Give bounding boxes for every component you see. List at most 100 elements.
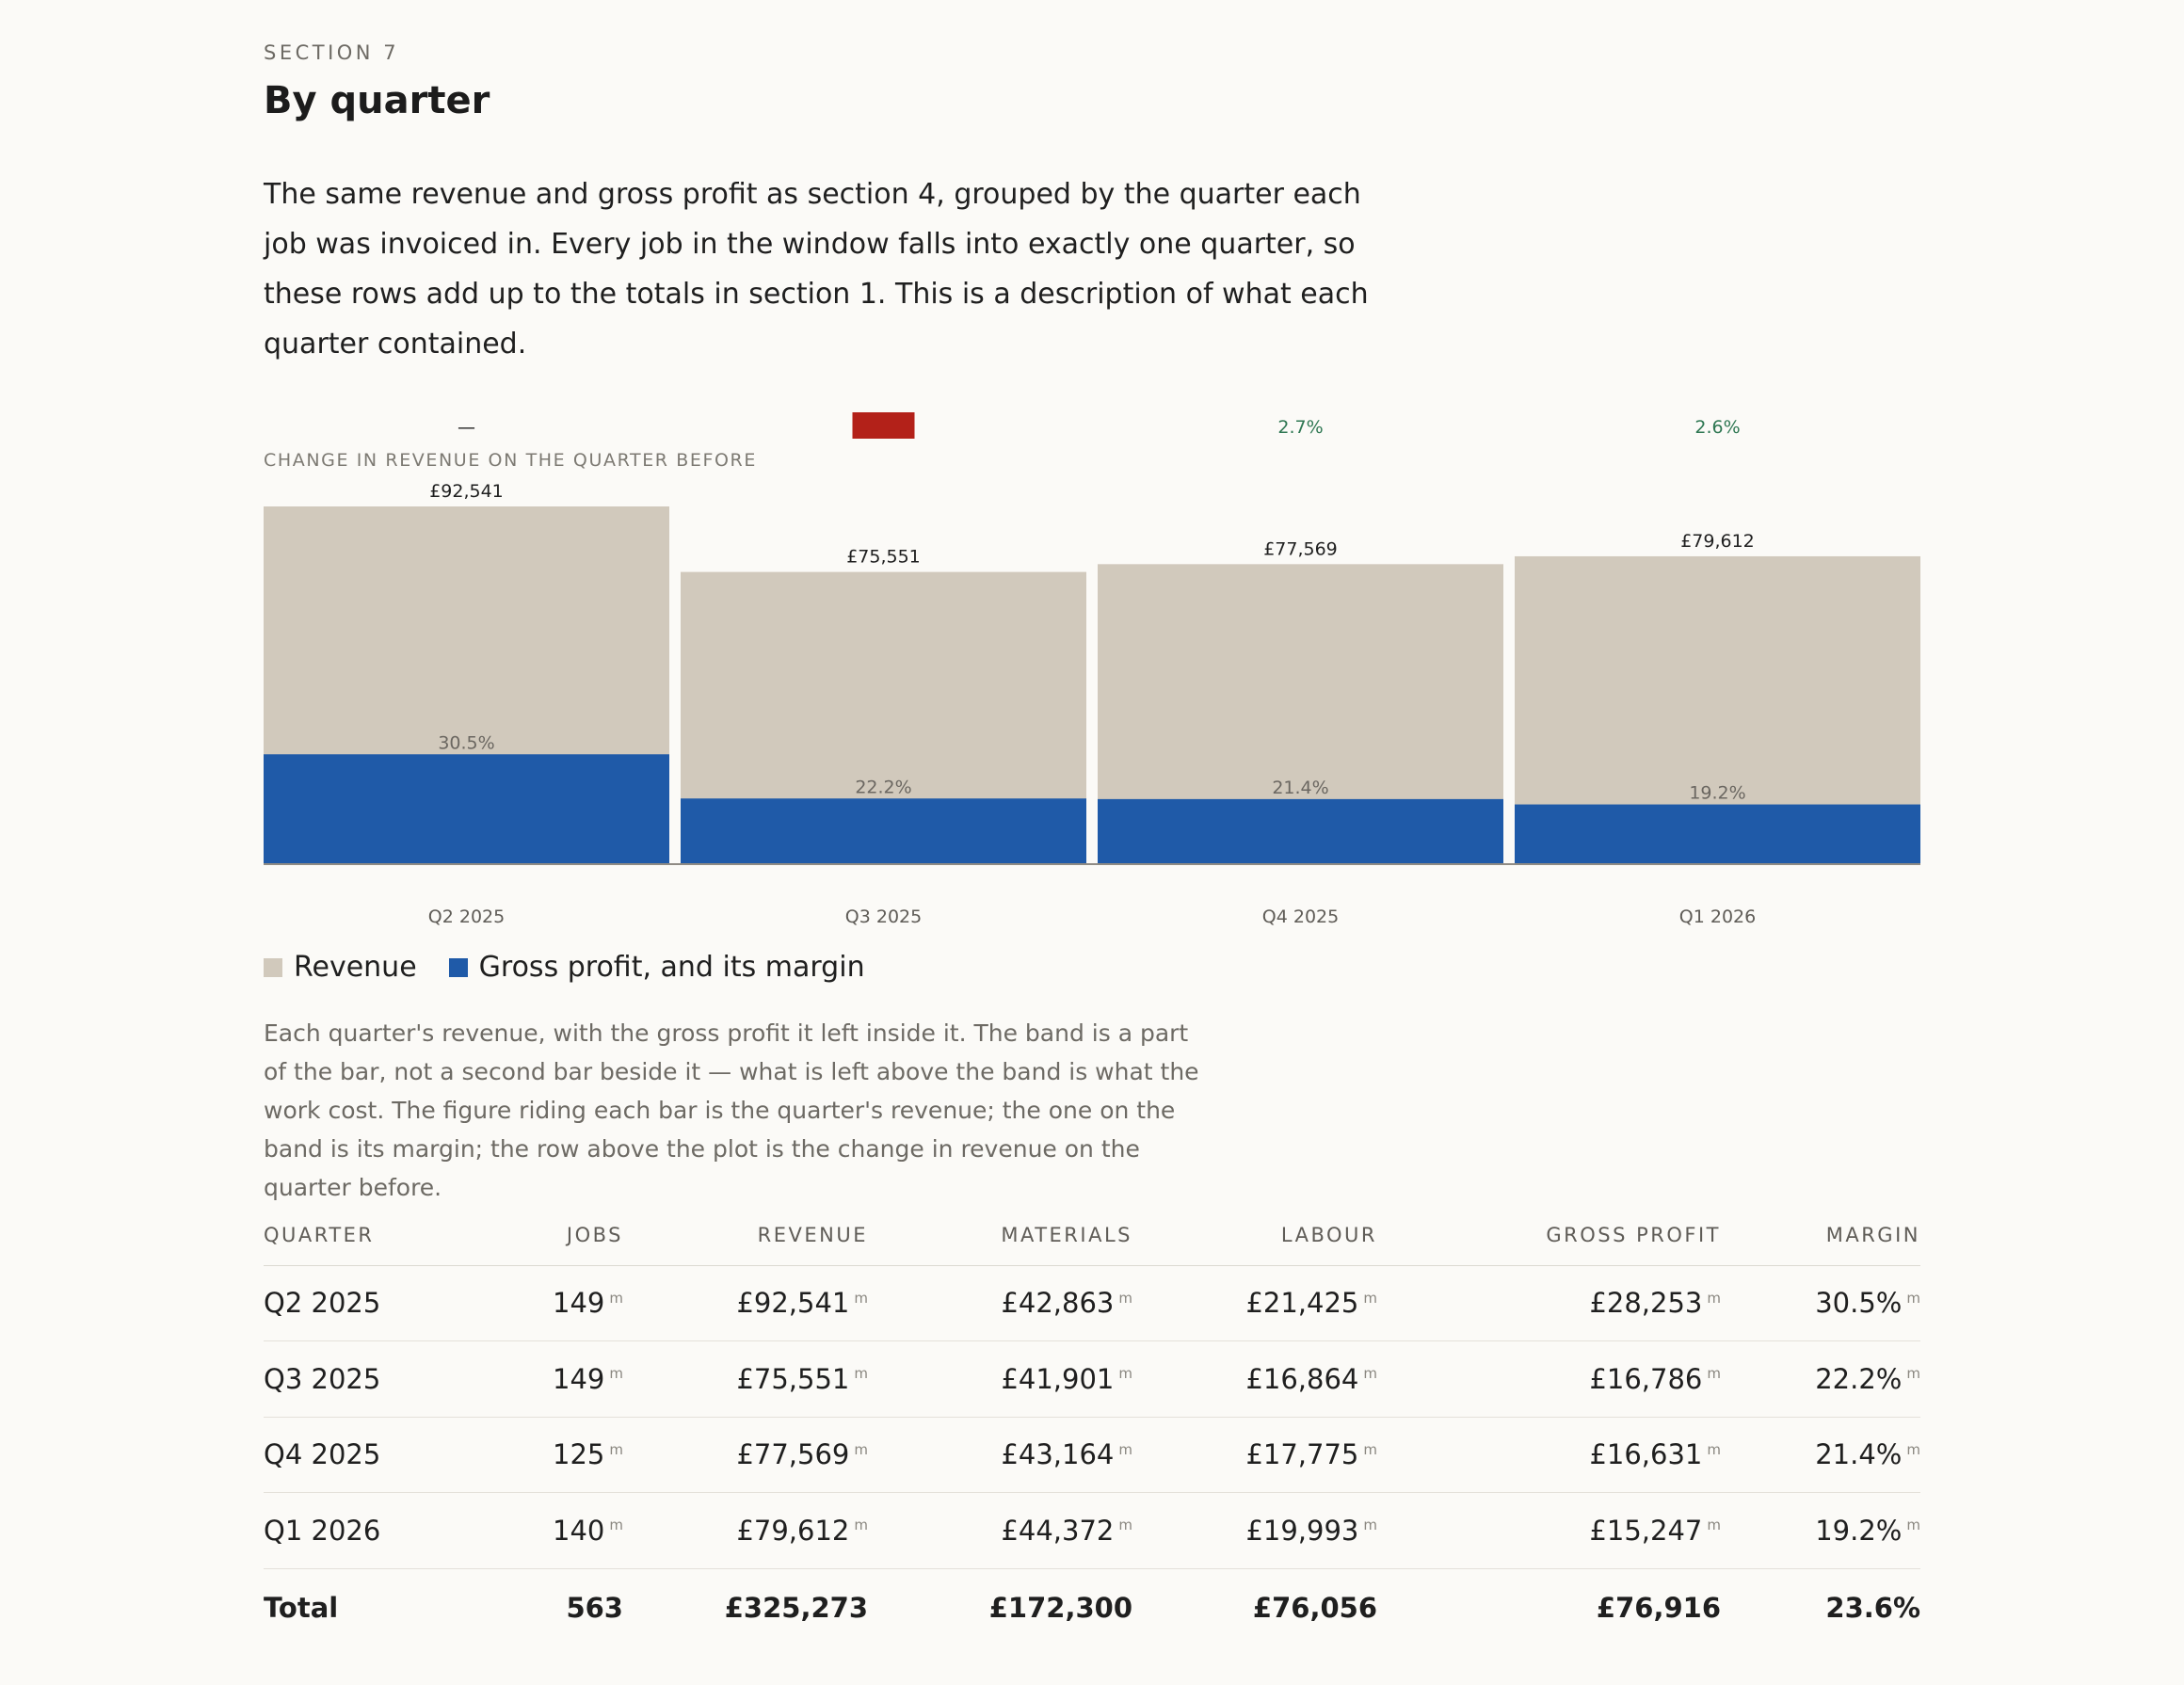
measured-marker: m [1906, 1289, 1920, 1307]
change-row-label: CHANGE IN REVENUE ON THE QUARTER BEFORE [264, 450, 757, 471]
measured-marker: m [1118, 1289, 1132, 1307]
measured-marker: m [1118, 1440, 1132, 1458]
cell-quarter: Q1 2026 [264, 1492, 480, 1569]
revenue-swatch [264, 957, 282, 977]
header-labour: LABOUR [1132, 1205, 1377, 1266]
cell-value: 149 [553, 1362, 605, 1395]
measured-marker: m [609, 1289, 623, 1307]
measured-marker: m [1118, 1516, 1132, 1534]
cell-margin: 21.4% m [1721, 1417, 1920, 1493]
cell-value: £15,247 [1589, 1514, 1703, 1547]
x-tick-label: Q2 2025 [428, 907, 505, 927]
cell-value: Q1 2026 [264, 1514, 381, 1547]
cell-jobs: 140 m [480, 1492, 623, 1569]
cell-value: £41,901 [1001, 1362, 1115, 1395]
chart-caption: Each quarter's revenue, with the gross p… [264, 1019, 1199, 1201]
cell-revenue: £92,541 m [623, 1265, 868, 1341]
measured-marker: m [854, 1365, 868, 1383]
cell-value: £21,425 [1245, 1287, 1359, 1320]
legend-item-revenue: Revenue [264, 951, 417, 984]
cell-gross-profit: £16,631 m [1377, 1417, 1721, 1493]
quarterly-revenue-chart: CHANGE IN REVENUE ON THE QUARTER BEFORE £… [264, 412, 1920, 927]
header-jobs: JOBS [480, 1205, 623, 1266]
quarter-table: QUARTER JOBS REVENUE MATERIALS LABOUR GR… [264, 1205, 1920, 1647]
gross-profit-band [264, 754, 669, 863]
total-labour: £76,056 [1252, 1592, 1377, 1625]
measured-marker: m [1118, 1365, 1132, 1383]
cell-value: £16,786 [1589, 1362, 1703, 1395]
measured-marker: m [854, 1289, 868, 1307]
table-total-row: Total 563 £325,273 £172,300 £76,056 £76,916 23… [264, 1568, 1920, 1647]
revenue-value-label: £79,612 [1680, 531, 1755, 552]
cell-revenue: £79,612 m [623, 1492, 868, 1569]
cell-value: £79,612 [736, 1514, 850, 1547]
cell-labour: £19,993 m [1132, 1492, 1377, 1569]
cell-quarter: Q3 2025 [264, 1340, 480, 1418]
section-eyebrow: SECTION 7 [264, 41, 400, 64]
margin-value-label: 21.4% [1272, 778, 1328, 798]
change-value-none: — [458, 417, 475, 438]
table-row: Q1 2026 140 m £79,612 m £44,372 m £19,993 m £15,2… [264, 1492, 1920, 1569]
measured-marker: m [1906, 1365, 1920, 1383]
total-quarter: Total [264, 1592, 339, 1625]
cell-value: £43,164 [1001, 1438, 1115, 1471]
cell-value: 22.2% [1815, 1362, 1903, 1395]
cell-gross-profit: £16,786 m [1377, 1340, 1721, 1418]
x-tick-label: Q3 2025 [845, 907, 922, 927]
cell-labour: £21,425 m [1132, 1265, 1377, 1341]
gross-profit-band [1098, 798, 1503, 863]
gross-profit-band [1515, 804, 1920, 863]
header-materials: MATERIALS [868, 1205, 1132, 1266]
cell-quarter: Q4 2025 [264, 1417, 480, 1493]
cell-gross-profit: £15,247 m [1377, 1492, 1721, 1569]
measured-marker: m [609, 1365, 623, 1383]
measured-marker: m [1363, 1365, 1377, 1383]
cell-quarter: Q2 2025 [264, 1265, 480, 1341]
measured-marker: m [854, 1516, 868, 1534]
cell-value: £44,372 [1001, 1514, 1115, 1547]
measured-marker: m [1363, 1440, 1377, 1458]
intro-paragraph: The same revenue and gross profit as sec… [264, 178, 1369, 361]
cell-value: £42,863 [1001, 1287, 1115, 1320]
table-header-row: QUARTER JOBS REVENUE MATERIALS LABOUR GR… [264, 1205, 1920, 1266]
cell-jobs: 125 m [480, 1417, 623, 1493]
measured-marker: m [609, 1440, 623, 1458]
change-value-label: 2.6% [1694, 417, 1740, 438]
legend-label-gross-profit: Gross profit, and its margin [478, 951, 865, 984]
cell-margin: 30.5% m [1721, 1265, 1920, 1341]
table-row: Q4 2025 125 m £77,569 m £43,164 m £17,775 m £16,6… [264, 1417, 1920, 1493]
margin-value-label: 22.2% [855, 777, 911, 797]
cell-revenue: £75,551 m [623, 1340, 868, 1418]
revenue-value-label: £77,569 [1263, 538, 1338, 559]
cell-gross-profit: £28,253 m [1377, 1265, 1721, 1341]
revenue-value-label: £75,551 [846, 547, 921, 568]
gross-profit-swatch [448, 957, 468, 977]
x-tick-label: Q4 2025 [1262, 907, 1339, 927]
total-jobs: 563 [566, 1592, 623, 1625]
cell-value: 19.2% [1815, 1514, 1903, 1547]
margin-value-label: 19.2% [1689, 783, 1745, 804]
measured-marker: m [1363, 1516, 1377, 1534]
measured-marker: m [854, 1440, 868, 1458]
cell-revenue: £77,569 m [623, 1417, 868, 1493]
cell-materials: £42,863 m [868, 1265, 1132, 1341]
cell-value: £16,864 [1245, 1362, 1359, 1395]
measured-marker: m [1707, 1365, 1721, 1383]
cell-value: 30.5% [1815, 1287, 1903, 1320]
cell-value: £16,631 [1589, 1438, 1703, 1471]
cell-value: 140 [553, 1514, 605, 1547]
cell-value: £19,993 [1245, 1514, 1359, 1547]
measured-marker: m [1707, 1289, 1721, 1307]
legend-label-revenue: Revenue [294, 951, 417, 984]
cell-labour: £16,864 m [1132, 1340, 1377, 1418]
cell-value: £75,551 [736, 1362, 850, 1395]
cell-value: 125 [553, 1438, 605, 1471]
cell-materials: £41,901 m [868, 1340, 1132, 1418]
change-negative-mark [852, 412, 915, 439]
cell-jobs: 149 m [480, 1265, 623, 1341]
header-margin: MARGIN [1721, 1205, 1920, 1266]
measured-marker: m [1707, 1440, 1721, 1458]
cell-margin: 19.2% m [1721, 1492, 1920, 1569]
cell-materials: £44,372 m [868, 1492, 1132, 1569]
